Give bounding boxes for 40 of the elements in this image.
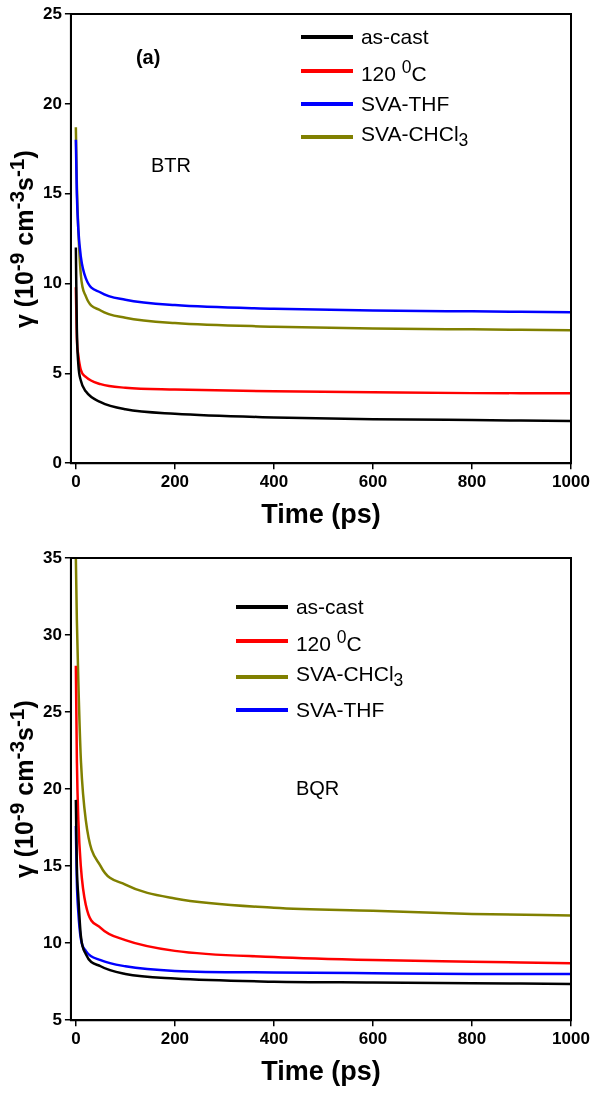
x-tick-label: 800 [457, 1029, 487, 1049]
x-tick-label: 600 [358, 1029, 388, 1049]
x-tick-label: 1000 [552, 472, 590, 492]
x-tick-label: 200 [160, 1029, 190, 1049]
x-axis-title: Time (ps) [261, 1056, 381, 1087]
legend-label: SVA-THF [295, 697, 385, 724]
y-tick-label: 25 [42, 3, 62, 23]
legend-label: SVA-CHCl$_{3}$ [360, 121, 469, 153]
line-series [74, 556, 573, 917]
x-tick-label: 1000 [552, 1029, 590, 1049]
annotation: BTR [150, 154, 191, 177]
y-tick-label: 0 [52, 452, 62, 472]
x-tick-label: 800 [457, 472, 487, 492]
x-tick-label: 600 [358, 472, 388, 492]
legend-label: as-cast [295, 594, 364, 620]
x-tick-label: 400 [259, 1029, 289, 1049]
y-tick-label: 15 [42, 855, 62, 875]
legend-label: SVA-CHCl$_{3}$ [295, 661, 404, 693]
y-tick-label: 35 [42, 547, 62, 567]
y-tick-label: 5 [52, 1009, 62, 1029]
y-tick-label: 30 [42, 624, 62, 644]
annotation: BQR [295, 776, 340, 799]
x-tick-label: 0 [71, 472, 81, 492]
line-series [74, 664, 573, 965]
x-tick-label: 400 [259, 472, 289, 492]
x-tick-label: 200 [160, 472, 190, 492]
y-tick-label: 25 [42, 701, 62, 721]
legend-label: 120 $^{0}$C [295, 626, 362, 657]
y-tick-label: 15 [42, 183, 62, 203]
legend-label: SVA-THF [360, 91, 450, 117]
y-tick-label: 20 [42, 93, 62, 113]
y-tick-label: 5 [52, 363, 62, 383]
annotation: (a) [135, 46, 161, 69]
x-axis-title: Time (ps) [261, 499, 381, 530]
y-tick-label: 10 [42, 932, 62, 952]
legend-label: 120 $^{0}$C [360, 56, 427, 87]
x-tick-label: 0 [71, 1029, 81, 1049]
legend-label: as-cast [360, 24, 429, 50]
y-tick-label: 20 [42, 778, 62, 798]
y-tick-label: 10 [42, 273, 62, 293]
